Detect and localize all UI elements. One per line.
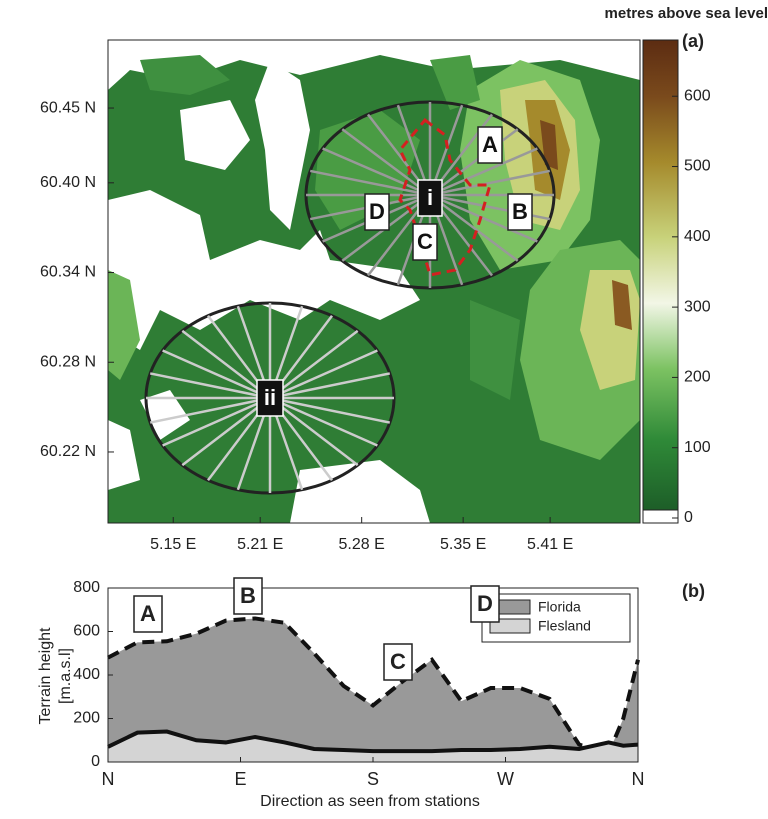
- y-axis-label: Terrain height: [37, 627, 54, 725]
- annotation: B: [512, 199, 528, 224]
- x-tick-label: N: [102, 769, 115, 789]
- y-tick-label: 60.40 N: [40, 174, 96, 191]
- x-tick-label: E: [234, 769, 246, 789]
- colorbar: [643, 40, 678, 510]
- x-tick-label: 5.21 E: [237, 536, 283, 553]
- x-tick-label: S: [367, 769, 379, 789]
- x-tick-label: 5.15 E: [150, 536, 196, 553]
- y-tick-label: 200: [73, 710, 100, 727]
- colorbar-tick-label: 0: [684, 509, 693, 526]
- colorbar-tick-label: 200: [684, 369, 711, 386]
- panel-label: (b): [682, 581, 705, 601]
- y-tick-label: 60.45 N: [40, 99, 96, 116]
- y-tick-label: 800: [73, 579, 100, 596]
- y-tick-label: 60.34 N: [40, 264, 96, 281]
- x-tick-label: W: [497, 769, 514, 789]
- colorbar-title: metres above sea level: [605, 5, 768, 22]
- panel-label: (a): [682, 31, 704, 51]
- annotation: ii: [264, 385, 276, 410]
- annotation: C: [417, 229, 433, 254]
- x-tick-label: N: [632, 769, 645, 789]
- colorbar-tick-label: 500: [684, 158, 711, 175]
- y-tick-label: 400: [73, 666, 100, 683]
- legend-label: Florida: [538, 599, 581, 615]
- colorbar-zero: [643, 510, 678, 523]
- annotation: A: [482, 132, 498, 157]
- x-tick-label: 5.28 E: [339, 536, 385, 553]
- annotation: D: [369, 199, 385, 224]
- x-tick-label: 5.35 E: [440, 536, 486, 553]
- colorbar-tick-label: 600: [684, 87, 711, 104]
- y-tick-label: 600: [73, 623, 100, 640]
- annotation: i: [427, 185, 433, 210]
- y-tick-label: 0: [91, 753, 100, 770]
- x-axis-label: Direction as seen from stations: [260, 793, 480, 810]
- y-tick-label: 60.22 N: [40, 443, 96, 460]
- annotation: D: [477, 591, 493, 616]
- annotation: A: [140, 601, 156, 626]
- page: metres above sea level (a) (b) Direction…: [0, 0, 768, 819]
- annotation: B: [240, 583, 256, 608]
- colorbar-tick-label: 100: [684, 439, 711, 456]
- legend-label: Flesland: [538, 618, 591, 634]
- y-tick-label: 60.28 N: [40, 353, 96, 370]
- x-tick-label: 5.41 E: [527, 536, 573, 553]
- annotation: C: [390, 649, 406, 674]
- colorbar-tick-label: 400: [684, 228, 711, 245]
- figure: metres above sea level (a) (b) Direction…: [0, 0, 768, 814]
- colorbar-tick-label: 300: [684, 298, 711, 315]
- y-axis-label: [m.a.s.l]: [57, 648, 74, 704]
